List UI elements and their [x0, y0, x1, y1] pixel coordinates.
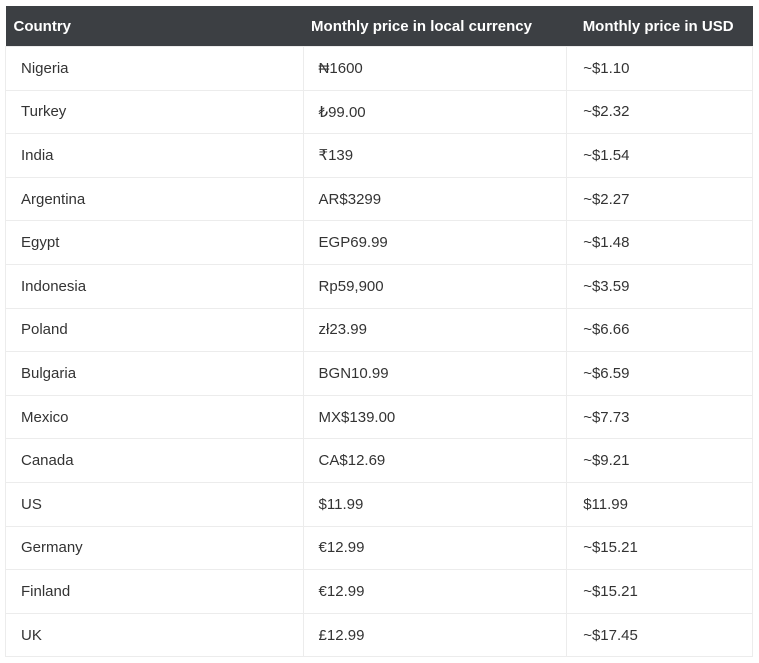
table-row: Egypt EGP69.99 ~$1.48	[5, 220, 753, 265]
table-cell: ~$2.27	[566, 176, 753, 222]
table-cell: ~$7.73	[566, 394, 753, 440]
table-cell: ~$1.48	[566, 220, 753, 265]
table-cell: AR$3299	[302, 176, 568, 222]
table-cell: ₺99.00	[302, 89, 568, 135]
table-cell: £12.99	[302, 612, 568, 658]
table-cell: ~$9.21	[566, 438, 753, 483]
table-cell: ~$6.59	[566, 351, 753, 396]
table-cell: ~$1.10	[566, 46, 753, 91]
table-row: Canada CA$12.69 ~$9.21	[5, 438, 753, 483]
table-row: UK £12.99 ~$17.45	[5, 612, 753, 658]
table-row: India ₹139 ~$1.54	[5, 133, 753, 178]
table-cell: Egypt	[5, 220, 304, 265]
table-cell: ~$15.21	[566, 525, 753, 571]
table-cell: Mexico	[5, 394, 304, 440]
table-cell: MX$139.00	[302, 394, 568, 440]
header-cell: Monthly price in local currency	[303, 6, 567, 47]
table-row: Nigeria ₦1600 ~$1.10	[5, 46, 753, 91]
table-cell: ~$1.54	[566, 133, 753, 178]
table-row: Indonesia Rp59,900 ~$3.59	[5, 263, 753, 309]
table-cell: ₦1600	[302, 46, 568, 91]
table-cell: zł23.99	[302, 307, 568, 353]
table-row: Bulgaria BGN10.99 ~$6.59	[5, 351, 753, 396]
table-row: Finland €12.99 ~$15.21	[5, 569, 753, 614]
table-cell: UK	[5, 612, 304, 658]
table-cell: $11.99	[566, 481, 753, 527]
table-cell: Turkey	[5, 89, 304, 135]
table-cell: Canada	[5, 438, 304, 483]
table-cell: ~$17.45	[566, 612, 753, 658]
table-row: US $11.99 $11.99	[5, 481, 753, 527]
table-cell: Germany	[5, 525, 304, 571]
table-cell: ₹139	[302, 133, 568, 178]
table-cell: Argentina	[5, 176, 304, 222]
table-cell: Bulgaria	[5, 351, 304, 396]
table-cell: ~$2.32	[566, 89, 753, 135]
table-row: Turkey ₺99.00 ~$2.32	[5, 89, 753, 135]
table-cell: ~$15.21	[566, 569, 753, 614]
table-row: Mexico MX$139.00 ~$7.73	[5, 394, 753, 440]
table-cell: Finland	[5, 569, 304, 614]
table-cell: Nigeria	[5, 46, 304, 91]
table-cell: US	[5, 481, 304, 527]
table-cell: ~$6.66	[566, 307, 753, 353]
table-cell: €12.99	[302, 569, 568, 614]
table-row: Argentina AR$3299 ~$2.27	[5, 176, 753, 222]
table-cell: Rp59,900	[302, 263, 568, 309]
table-cell: €12.99	[302, 525, 568, 571]
header-cell: Monthly price in USD	[566, 6, 753, 47]
price-table: Country Monthly price in local currency Mo…	[5, 6, 753, 658]
table-cell: Poland	[5, 307, 304, 353]
table-cell: India	[5, 133, 304, 178]
table-cell: CA$12.69	[302, 438, 568, 483]
table-cell: $11.99	[302, 481, 568, 527]
table-cell: ~$3.59	[566, 263, 753, 309]
header-cell: Country	[5, 6, 304, 47]
table-cell: Indonesia	[5, 263, 304, 309]
table-row: Germany €12.99 ~$15.21	[5, 525, 753, 571]
table-cell: EGP69.99	[302, 220, 568, 265]
header-row: Country Monthly price in local currency Mo…	[5, 6, 753, 47]
table-row: Poland zł23.99 ~$6.66	[5, 307, 753, 353]
table-cell: BGN10.99	[302, 351, 568, 396]
